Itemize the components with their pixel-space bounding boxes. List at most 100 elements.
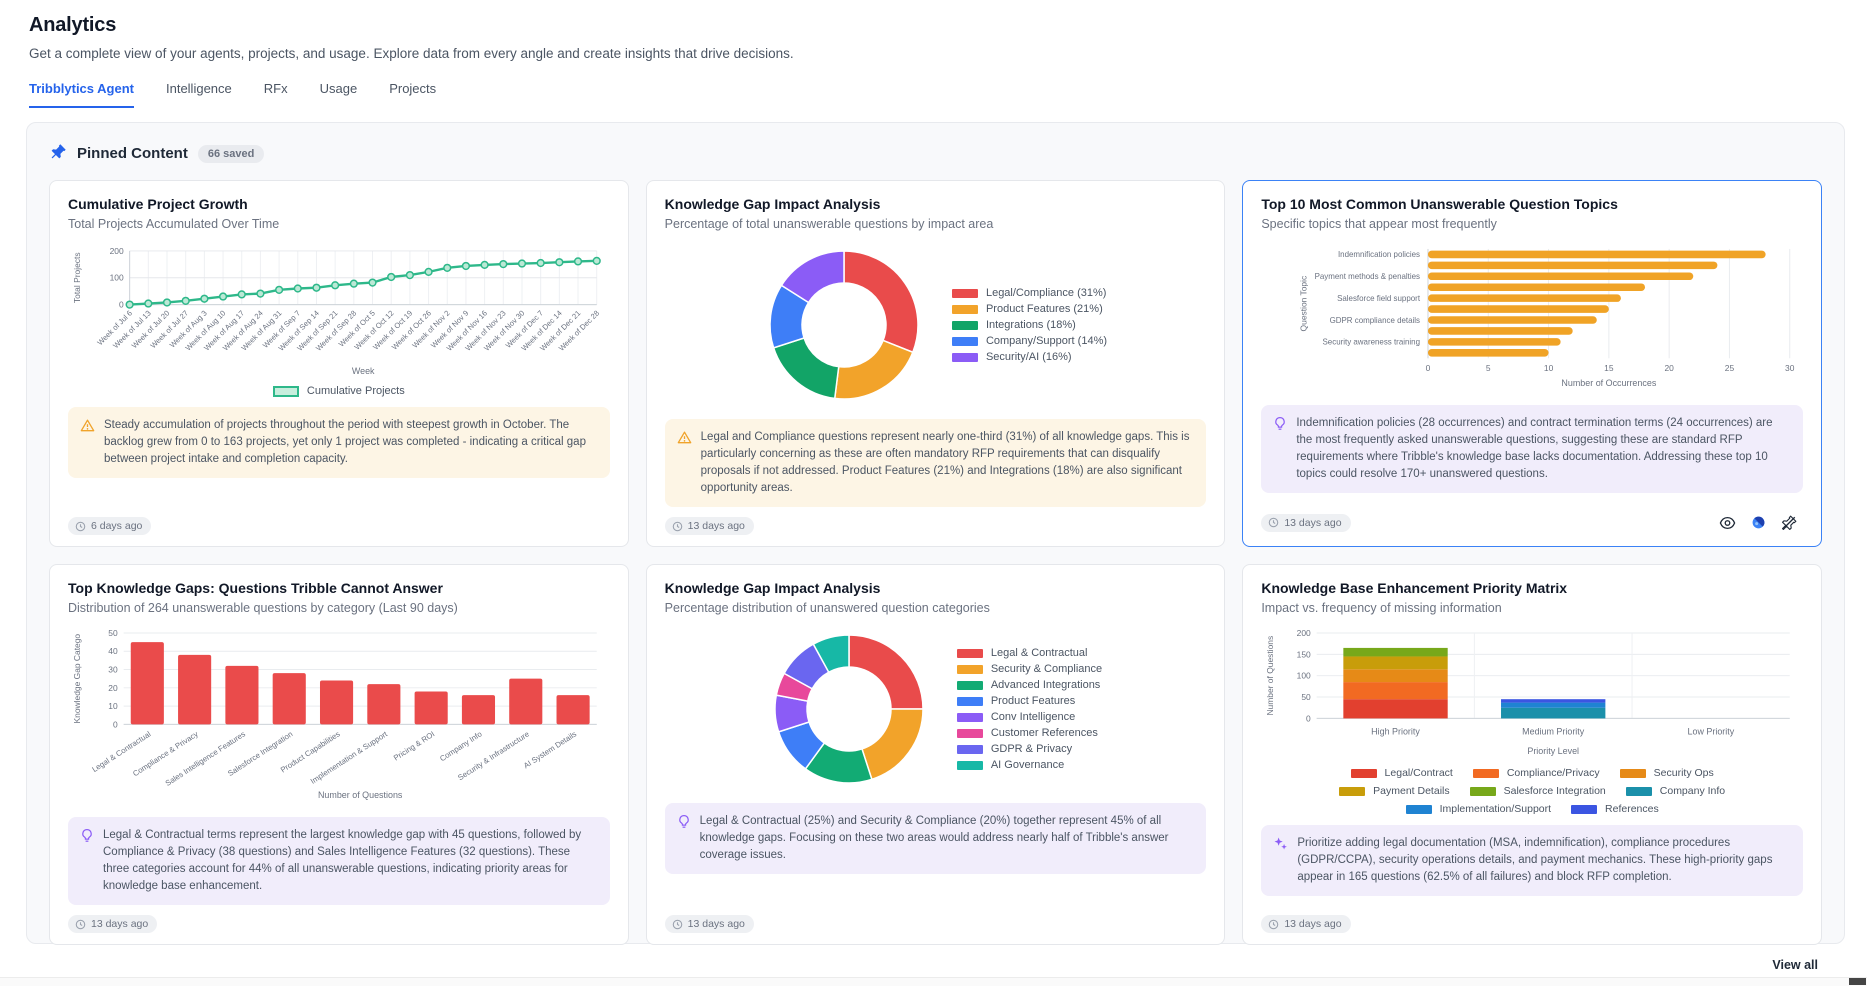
svg-text:Indemnification policies: Indemnification policies xyxy=(1338,250,1420,259)
card-subtitle: Percentage of total unanswerable questio… xyxy=(664,217,994,231)
card-subtitle: Specific topics that appear most frequen… xyxy=(1261,217,1497,231)
svg-text:15: 15 xyxy=(1604,363,1614,373)
card-subtitle: Impact vs. frequency of missing informat… xyxy=(1261,601,1502,616)
scrollbar-thumb[interactable] xyxy=(1849,978,1866,985)
svg-text:Priority Level: Priority Level xyxy=(1528,746,1580,756)
lightbulb-icon xyxy=(677,813,691,864)
card-title: Top Knowledge Gaps: Questions Tribble Ca… xyxy=(68,580,443,597)
unpin-button[interactable] xyxy=(1776,510,1803,535)
timestamp-badge: 13 days ago xyxy=(68,915,158,934)
svg-text:High Priority: High Priority xyxy=(1372,726,1421,736)
view-button[interactable] xyxy=(1714,510,1741,535)
tab-intelligence[interactable]: Intelligence xyxy=(165,81,232,96)
insight-text: Legal & Contractual (25%) and Security &… xyxy=(699,815,1169,862)
svg-text:Number of Questions: Number of Questions xyxy=(1265,636,1275,716)
donut-chart: Legal/Compliance (31%) Product Features (… xyxy=(665,241,1207,409)
card-top-knowledge-gaps[interactable]: Top Knowledge Gaps: Questions Tribble Ca… xyxy=(49,564,629,946)
timestamp-badge: 13 days ago xyxy=(1261,513,1351,532)
svg-text:30: 30 xyxy=(1785,363,1795,373)
card-subtitle: Total Projects Accumulated Over Time xyxy=(68,217,280,231)
insight-text: Prioritize adding legal documentation (M… xyxy=(1297,837,1773,884)
insight-box: Legal and Compliance questions represent… xyxy=(664,419,1207,508)
insight-text: Legal & Contractual terms represent the … xyxy=(103,828,582,893)
card-cumulative-project-growth[interactable]: Cumulative Project Growth Total Projects… xyxy=(49,180,629,548)
svg-text:0: 0 xyxy=(1426,363,1431,373)
svg-text:0: 0 xyxy=(113,719,118,729)
horizontal-bar-chart: 0 5 10 15 20 25 30 Indemnification policies Paym… xyxy=(1261,241,1803,395)
tab-projects[interactable]: Projects xyxy=(389,81,437,96)
insight-box: Legal & Contractual (25%) and Security &… xyxy=(664,803,1207,875)
svg-text:200: 200 xyxy=(110,246,124,256)
svg-text:Number of Occurrences: Number of Occurrences xyxy=(1562,378,1657,388)
insight-text: Steady accumulation of projects througho… xyxy=(104,419,586,466)
svg-text:50: 50 xyxy=(108,628,118,638)
svg-text:Company Info: Company Info xyxy=(438,730,483,764)
card-priority-matrix[interactable]: Knowledge Base Enhancement Priority Matr… xyxy=(1242,564,1822,946)
card-footer: 13 days ago xyxy=(664,905,1207,934)
svg-text:25: 25 xyxy=(1725,363,1735,373)
card-title: Cumulative Project Growth xyxy=(68,196,248,212)
card-grid: Cumulative Project Growth Total Projects… xyxy=(49,180,1822,946)
lightbulb-icon xyxy=(80,827,94,895)
tab-tribblytics-agent[interactable]: Tribblytics Agent xyxy=(29,81,134,108)
svg-text:10: 10 xyxy=(108,701,118,711)
card-footer: 6 days ago xyxy=(68,507,610,536)
sparkles-icon xyxy=(1273,835,1288,886)
svg-text:50: 50 xyxy=(1302,692,1312,702)
card-subtitle: Percentage distribution of unanswered qu… xyxy=(664,601,990,616)
card-top-unanswerable-question-topics[interactable]: Top 10 Most Common Unanswerable Question… xyxy=(1242,180,1822,548)
svg-text:5: 5 xyxy=(1486,363,1491,373)
pinned-content-panel: Pinned Content 66 saved Cumulative Proje… xyxy=(26,122,1845,972)
svg-text:10: 10 xyxy=(1544,363,1554,373)
panel-footer: View all xyxy=(49,958,1822,972)
card-title: Knowledge Gap Impact Analysis xyxy=(664,580,881,597)
svg-text:Sales Intelligence Features: Sales Intelligence Features xyxy=(164,729,247,788)
svg-text:AI System Details: AI System Details xyxy=(522,729,578,770)
stacked-bar-chart: 0 50 100 150 200 High Priority Medium Priority… xyxy=(1265,627,1791,816)
horizontal-scrollbar[interactable] xyxy=(0,977,1867,986)
svg-text:Low Priority: Low Priority xyxy=(1688,726,1735,736)
insight-box: Legal & Contractual terms represent the … xyxy=(68,816,610,906)
svg-text:Total Projects: Total Projects xyxy=(72,252,82,303)
timestamp-badge: 13 days ago xyxy=(664,915,754,934)
timestamp-badge: 6 days ago xyxy=(68,517,152,536)
colored-view-button[interactable] xyxy=(1745,510,1772,535)
card-footer: 13 days ago xyxy=(1261,500,1803,535)
tab-rfx[interactable]: RFx xyxy=(263,81,288,96)
pinned-content-header: Pinned Content 66 saved xyxy=(51,143,1822,164)
bar-chart: 0 10 20 30 40 50 Legal & Contractual Compliance… xyxy=(68,625,610,807)
card-footer: 13 days ago xyxy=(1261,905,1803,934)
svg-text:Security awareness training: Security awareness training xyxy=(1323,338,1421,347)
view-all-link[interactable]: View all xyxy=(1772,958,1818,973)
lightbulb-icon xyxy=(1273,415,1287,483)
timestamp-badge: 13 days ago xyxy=(1261,915,1351,934)
card-title: Knowledge Gap Impact Analysis xyxy=(664,196,881,212)
svg-text:100: 100 xyxy=(110,273,124,283)
eye-icon xyxy=(1719,516,1736,529)
card-footer: 13 days ago xyxy=(68,905,610,934)
clock-icon xyxy=(75,521,86,531)
clock-icon xyxy=(672,521,682,531)
saved-count-badge: 66 saved xyxy=(197,144,265,163)
donut-chart: Legal & Contractual Security & Compliance… xyxy=(665,625,1207,793)
tab-usage[interactable]: Usage xyxy=(319,81,358,96)
card-knowledge-gap-impact-analysis-2[interactable]: Knowledge Gap Impact Analysis Percentage… xyxy=(645,564,1226,946)
warning-icon xyxy=(677,429,692,497)
svg-text:Number of Questions: Number of Questions xyxy=(318,790,403,800)
insight-box: Indemnification policies (28 occurrences… xyxy=(1261,405,1803,494)
svg-text:200: 200 xyxy=(1297,628,1311,638)
card-subtitle: Distribution of 264 unanswerable questio… xyxy=(68,601,458,616)
warning-icon xyxy=(80,417,95,468)
card-knowledge-gap-impact-analysis[interactable]: Knowledge Gap Impact Analysis Percentage… xyxy=(645,180,1226,548)
clock-icon xyxy=(1269,517,1279,528)
svg-text:30: 30 xyxy=(108,665,118,675)
svg-text:0: 0 xyxy=(119,300,124,310)
page-header: Analytics Get a complete view of your ag… xyxy=(0,0,1867,61)
svg-text:Knowledge Gap Catego: Knowledge Gap Catego xyxy=(72,634,82,724)
svg-text:GDPR compliance details: GDPR compliance details xyxy=(1330,316,1420,325)
insight-box: Prioritize adding legal documentation (M… xyxy=(1261,825,1803,897)
timestamp-badge: 13 days ago xyxy=(664,517,754,536)
svg-text:20: 20 xyxy=(108,683,118,693)
page-title: Analytics xyxy=(29,14,117,36)
card-title: Knowledge Base Enhancement Priority Matr… xyxy=(1261,580,1568,597)
